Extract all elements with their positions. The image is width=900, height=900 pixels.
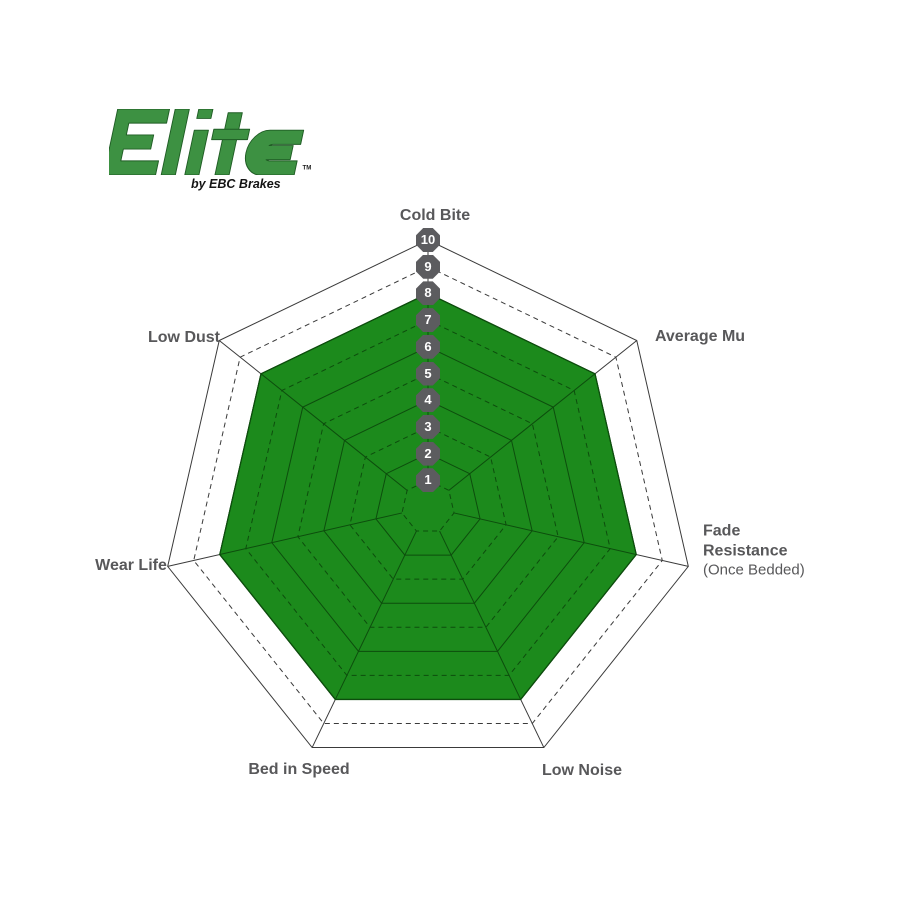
svg-text:TM: TM: [303, 164, 312, 171]
